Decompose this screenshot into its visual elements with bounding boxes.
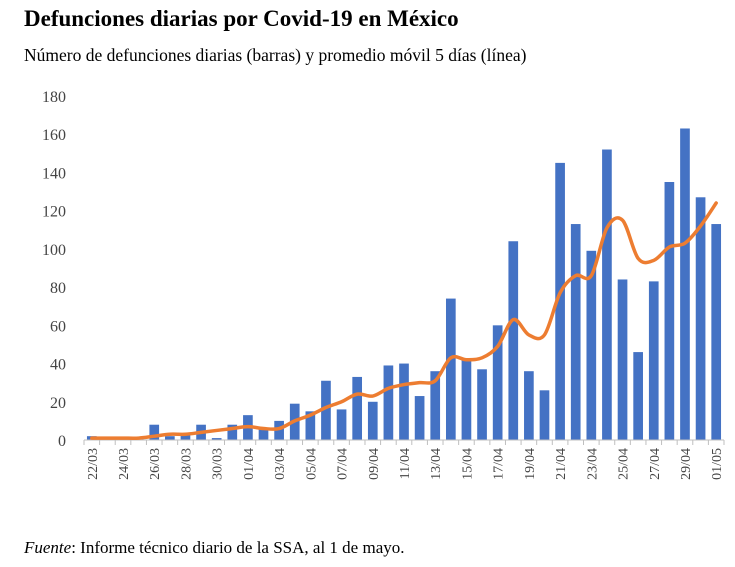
bar-05/04 <box>305 411 316 440</box>
bar-15/04 <box>461 359 472 440</box>
x-tick-label: 03/04 <box>273 448 288 480</box>
bar-08/04 <box>352 376 363 440</box>
bar-26/03 <box>149 424 160 440</box>
bar-27/04 <box>648 281 659 440</box>
y-tick-label: 0 <box>58 433 66 450</box>
x-tick-label: 25/04 <box>617 448 632 480</box>
x-tick-label: 26/03 <box>148 448 163 480</box>
x-tick-label: 21/04 <box>554 448 569 480</box>
x-tick-label: 11/04 <box>398 448 413 479</box>
bar-25/04 <box>617 279 628 440</box>
bar-02/04 <box>258 428 269 440</box>
x-tick-label: 23/04 <box>585 448 600 480</box>
bar-07/04 <box>336 409 347 440</box>
source-note: Fuente: Informe técnico diario de la SSA… <box>24 538 405 558</box>
x-tick-label: 19/04 <box>523 448 538 480</box>
y-tick-label: 60 <box>50 318 66 335</box>
x-tick-label: 05/04 <box>304 448 319 480</box>
bar-03/04 <box>274 420 284 440</box>
y-tick-label: 160 <box>42 127 66 144</box>
bar-27/03 <box>165 436 175 440</box>
bar-13/04 <box>430 371 441 440</box>
y-tick-label: 180 <box>42 89 66 106</box>
bar-23/04 <box>586 250 597 440</box>
bar-24/04 <box>602 149 612 440</box>
bar-20/04 <box>539 390 550 440</box>
x-tick-label: 28/03 <box>179 448 194 480</box>
bar-09/04 <box>367 401 378 440</box>
y-tick-label: 20 <box>50 395 66 412</box>
bar-14/04 <box>445 298 456 440</box>
chart-subtitle: Número de defunciones diarias (barras) y… <box>24 45 527 65</box>
bar-19/04 <box>524 371 534 440</box>
y-tick-label: 100 <box>42 242 66 259</box>
source-label: Fuente <box>24 538 72 557</box>
bar-22/04 <box>570 224 581 440</box>
moving-average-line <box>90 201 718 440</box>
x-tick-label: 13/04 <box>429 448 444 480</box>
chart-title: Defunciones diarias por Covid-19 en Méxi… <box>24 6 459 31</box>
x-tick-label: 07/04 <box>336 448 351 480</box>
y-tick-label: 140 <box>42 165 66 182</box>
y-tick-label: 120 <box>42 204 66 221</box>
bar-28/04 <box>664 182 675 440</box>
bar-06/04 <box>321 380 331 440</box>
source-text: : Informe técnico diario de la SSA, al 1… <box>71 538 405 557</box>
y-tick-label: 80 <box>50 280 66 297</box>
bar-10/04 <box>383 365 394 440</box>
bar-30/04 <box>695 197 706 440</box>
bar-30/03 <box>211 438 222 440</box>
x-tick-label: 15/04 <box>460 448 475 480</box>
bar-01/05 <box>711 224 722 440</box>
bar-16/04 <box>477 369 487 440</box>
bar-26/04 <box>633 352 643 440</box>
bar-28/03 <box>180 434 191 440</box>
x-tick-label: 27/04 <box>648 448 663 480</box>
bar-18/04 <box>508 241 519 440</box>
x-tick-label: 29/04 <box>679 448 694 480</box>
bar-29/04 <box>680 128 690 440</box>
bar-11/04 <box>399 363 409 440</box>
x-tick-label: 22/03 <box>86 448 101 480</box>
bar-21/04 <box>555 162 565 440</box>
bar-31/03 <box>227 424 238 440</box>
bar-17/04 <box>492 325 503 440</box>
bar-12/04 <box>414 396 425 440</box>
x-tick-label: 01/05 <box>710 448 725 480</box>
x-tick-label: 24/03 <box>117 448 132 480</box>
x-tick-label: 30/03 <box>211 448 226 480</box>
x-tick-label: 17/04 <box>492 448 507 480</box>
x-tick-label: 01/04 <box>242 448 257 480</box>
x-tick-label: 09/04 <box>367 448 382 480</box>
y-tick-label: 40 <box>50 357 66 374</box>
